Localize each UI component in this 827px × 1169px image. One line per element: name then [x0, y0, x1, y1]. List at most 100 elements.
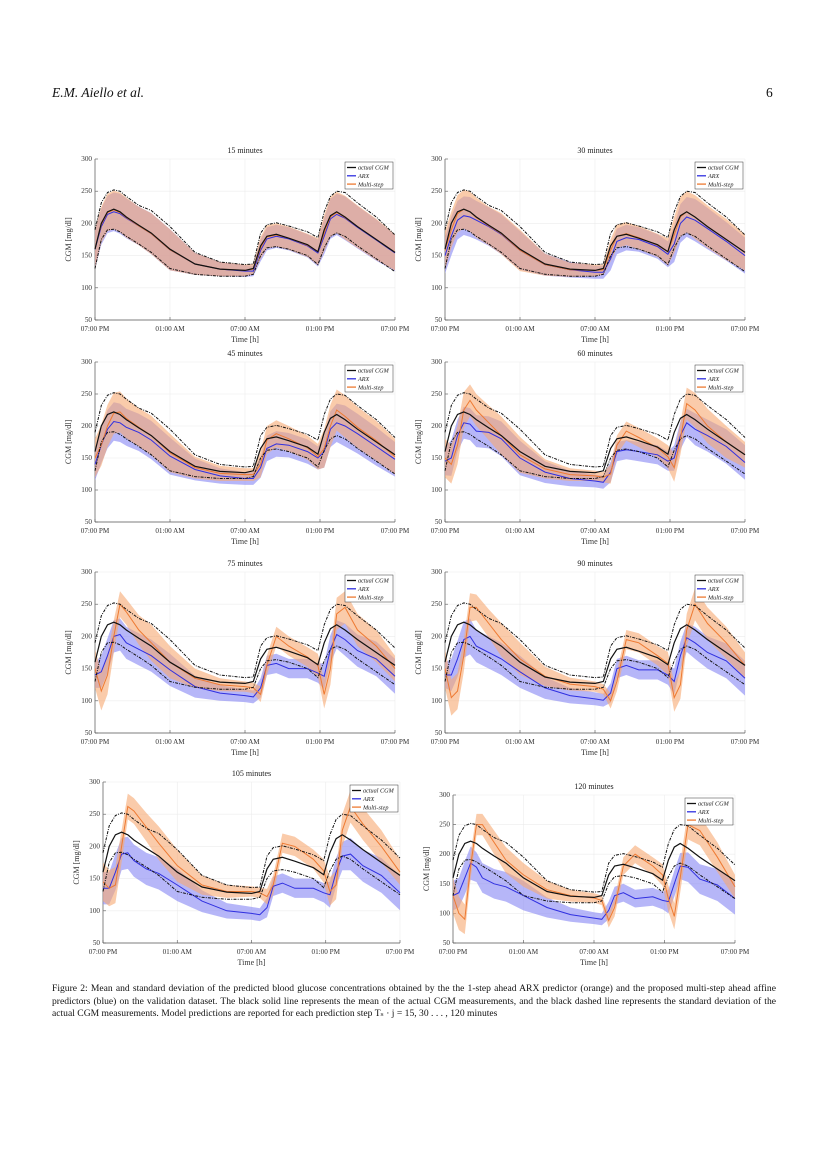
running-head: E.M. Aiello et al. [52, 85, 144, 100]
y-tick-label: 200 [439, 850, 450, 858]
actual-cgm-std-lower-line [444, 228, 746, 277]
page-number: 6 [766, 85, 773, 100]
multistep-std-band [95, 389, 395, 481]
y-axis-label: CGM [mg/dl] [414, 217, 423, 262]
multistep-std-band [445, 588, 745, 716]
actual-cgm-std-lower-line [94, 228, 396, 277]
multistep-std-band [95, 591, 395, 711]
y-tick-label: 150 [81, 665, 92, 673]
legend-label: ARX [707, 586, 720, 593]
x-tick-label: 01:00 PM [306, 325, 335, 333]
y-tick-label: 50 [93, 939, 101, 947]
legend-label: Multi-step [707, 594, 733, 601]
x-tick-label: 07:00 PM [431, 325, 460, 333]
x-tick-label: 07:00 AM [230, 325, 260, 333]
chart-title: 30 minutes [577, 146, 612, 155]
x-tick-label: 01:00 PM [656, 527, 685, 535]
plot-area: 50 100 150 200 250 300 07:00 PM 01:00 AM 07:00 A… [414, 349, 760, 546]
y-tick-label: 250 [431, 600, 442, 608]
y-tick-label: 250 [439, 821, 450, 829]
chart-panel: 50 100 150 200 250 300 07:00 PM 01:00 AM 07:00 A… [64, 559, 410, 757]
y-axis-label: CGM [mg/dl] [414, 420, 423, 465]
legend-label: ARX [697, 809, 710, 816]
x-tick-label: 01:00 PM [311, 948, 340, 956]
chart-panel: 50 100 150 200 250 300 07:00 PM 01:00 AM 07:00 A… [64, 349, 410, 546]
x-tick-label: 07:00 PM [386, 948, 415, 956]
x-tick-label: 07:00 PM [81, 527, 110, 535]
x-axis-label: Time [h] [581, 335, 609, 344]
y-tick-label: 300 [431, 155, 442, 163]
y-tick-label: 300 [81, 568, 92, 576]
chart-panel: 50 100 150 200 250 300 07:00 PM 01:00 AM 07:00 A… [414, 559, 760, 757]
y-tick-label: 300 [431, 358, 442, 366]
x-tick-label: 01:00 AM [163, 948, 193, 956]
y-tick-label: 50 [435, 518, 443, 526]
legend-label: actual CGM [708, 165, 740, 172]
x-tick-label: 01:00 PM [656, 325, 685, 333]
plot-area: 50 100 150 200 250 300 07:00 PM 01:00 AM 07:00 A… [414, 559, 760, 757]
actual-cgm-std-lower-line [94, 431, 396, 479]
arx-mean-line [103, 852, 401, 916]
y-tick-label: 100 [89, 907, 100, 915]
multistep-mean-line [444, 399, 746, 478]
y-tick-label: 100 [81, 697, 92, 705]
x-axis-label: Time [h] [238, 958, 266, 967]
x-tick-label: 01:00 PM [306, 738, 335, 746]
y-axis-label: CGM [mg/dl] [64, 420, 73, 465]
y-tick-label: 200 [431, 632, 442, 640]
arx-mean-line [94, 420, 396, 479]
legend-label: ARX [707, 376, 720, 383]
plot-area: 50 100 150 200 250 300 07:00 PM 01:00 AM 07:00 A… [414, 146, 760, 344]
arx-mean-line [444, 215, 746, 273]
multistep-std-band [95, 190, 395, 277]
arx-std-band [103, 836, 400, 922]
actual-cgm-std-upper-line [444, 392, 746, 468]
actual-cgm-std-upper-line [94, 392, 396, 468]
y-tick-label: 100 [81, 486, 92, 494]
legend-label: Multi-step [697, 817, 723, 824]
legend-label: Multi-step [362, 804, 388, 811]
x-tick-label: 07:00 PM [731, 738, 760, 746]
y-tick-label: 300 [439, 791, 450, 799]
legend-label: actual CGM [698, 801, 730, 808]
actual-cgm-mean-line [94, 411, 396, 474]
actual-cgm-mean-line [94, 208, 396, 272]
x-tick-label: 07:00 AM [230, 738, 260, 746]
multistep-std-band [445, 384, 745, 484]
actual-cgm-std-lower-line [452, 858, 736, 904]
arx-mean-line [94, 633, 396, 698]
plot-area: 50 100 150 200 250 300 07:00 PM 01:00 AM 07:00 A… [64, 559, 410, 757]
actual-cgm-std-upper-line [94, 602, 396, 679]
y-tick-label: 250 [81, 187, 92, 195]
x-tick-label: 07:00 PM [381, 325, 410, 333]
x-tick-label: 01:00 AM [155, 325, 185, 333]
x-tick-label: 07:00 PM [381, 738, 410, 746]
y-tick-label: 200 [81, 219, 92, 227]
actual-cgm-mean-line [444, 208, 746, 272]
y-tick-label: 150 [439, 880, 450, 888]
chart-title: 45 minutes [227, 349, 262, 358]
y-tick-label: 50 [435, 729, 443, 737]
y-tick-label: 200 [81, 632, 92, 640]
chart-panel: 50 100 150 200 250 300 07:00 PM 01:00 AM 07:00 A… [414, 146, 760, 344]
actual-cgm-std-lower-line [444, 641, 746, 690]
x-tick-label: 01:00 PM [650, 948, 679, 956]
multistep-mean-line [444, 603, 746, 702]
x-tick-label: 07:00 PM [439, 948, 468, 956]
legend-label: ARX [357, 173, 370, 180]
legend-label: Multi-step [357, 181, 383, 188]
actual-cgm-std-lower-line [444, 431, 746, 479]
y-tick-label: 100 [431, 697, 442, 705]
y-tick-label: 300 [89, 778, 100, 786]
y-tick-label: 250 [431, 390, 442, 398]
x-tick-label: 07:00 AM [579, 948, 609, 956]
arx-mean-line [452, 862, 736, 920]
actual-cgm-std-upper-line [444, 189, 746, 266]
